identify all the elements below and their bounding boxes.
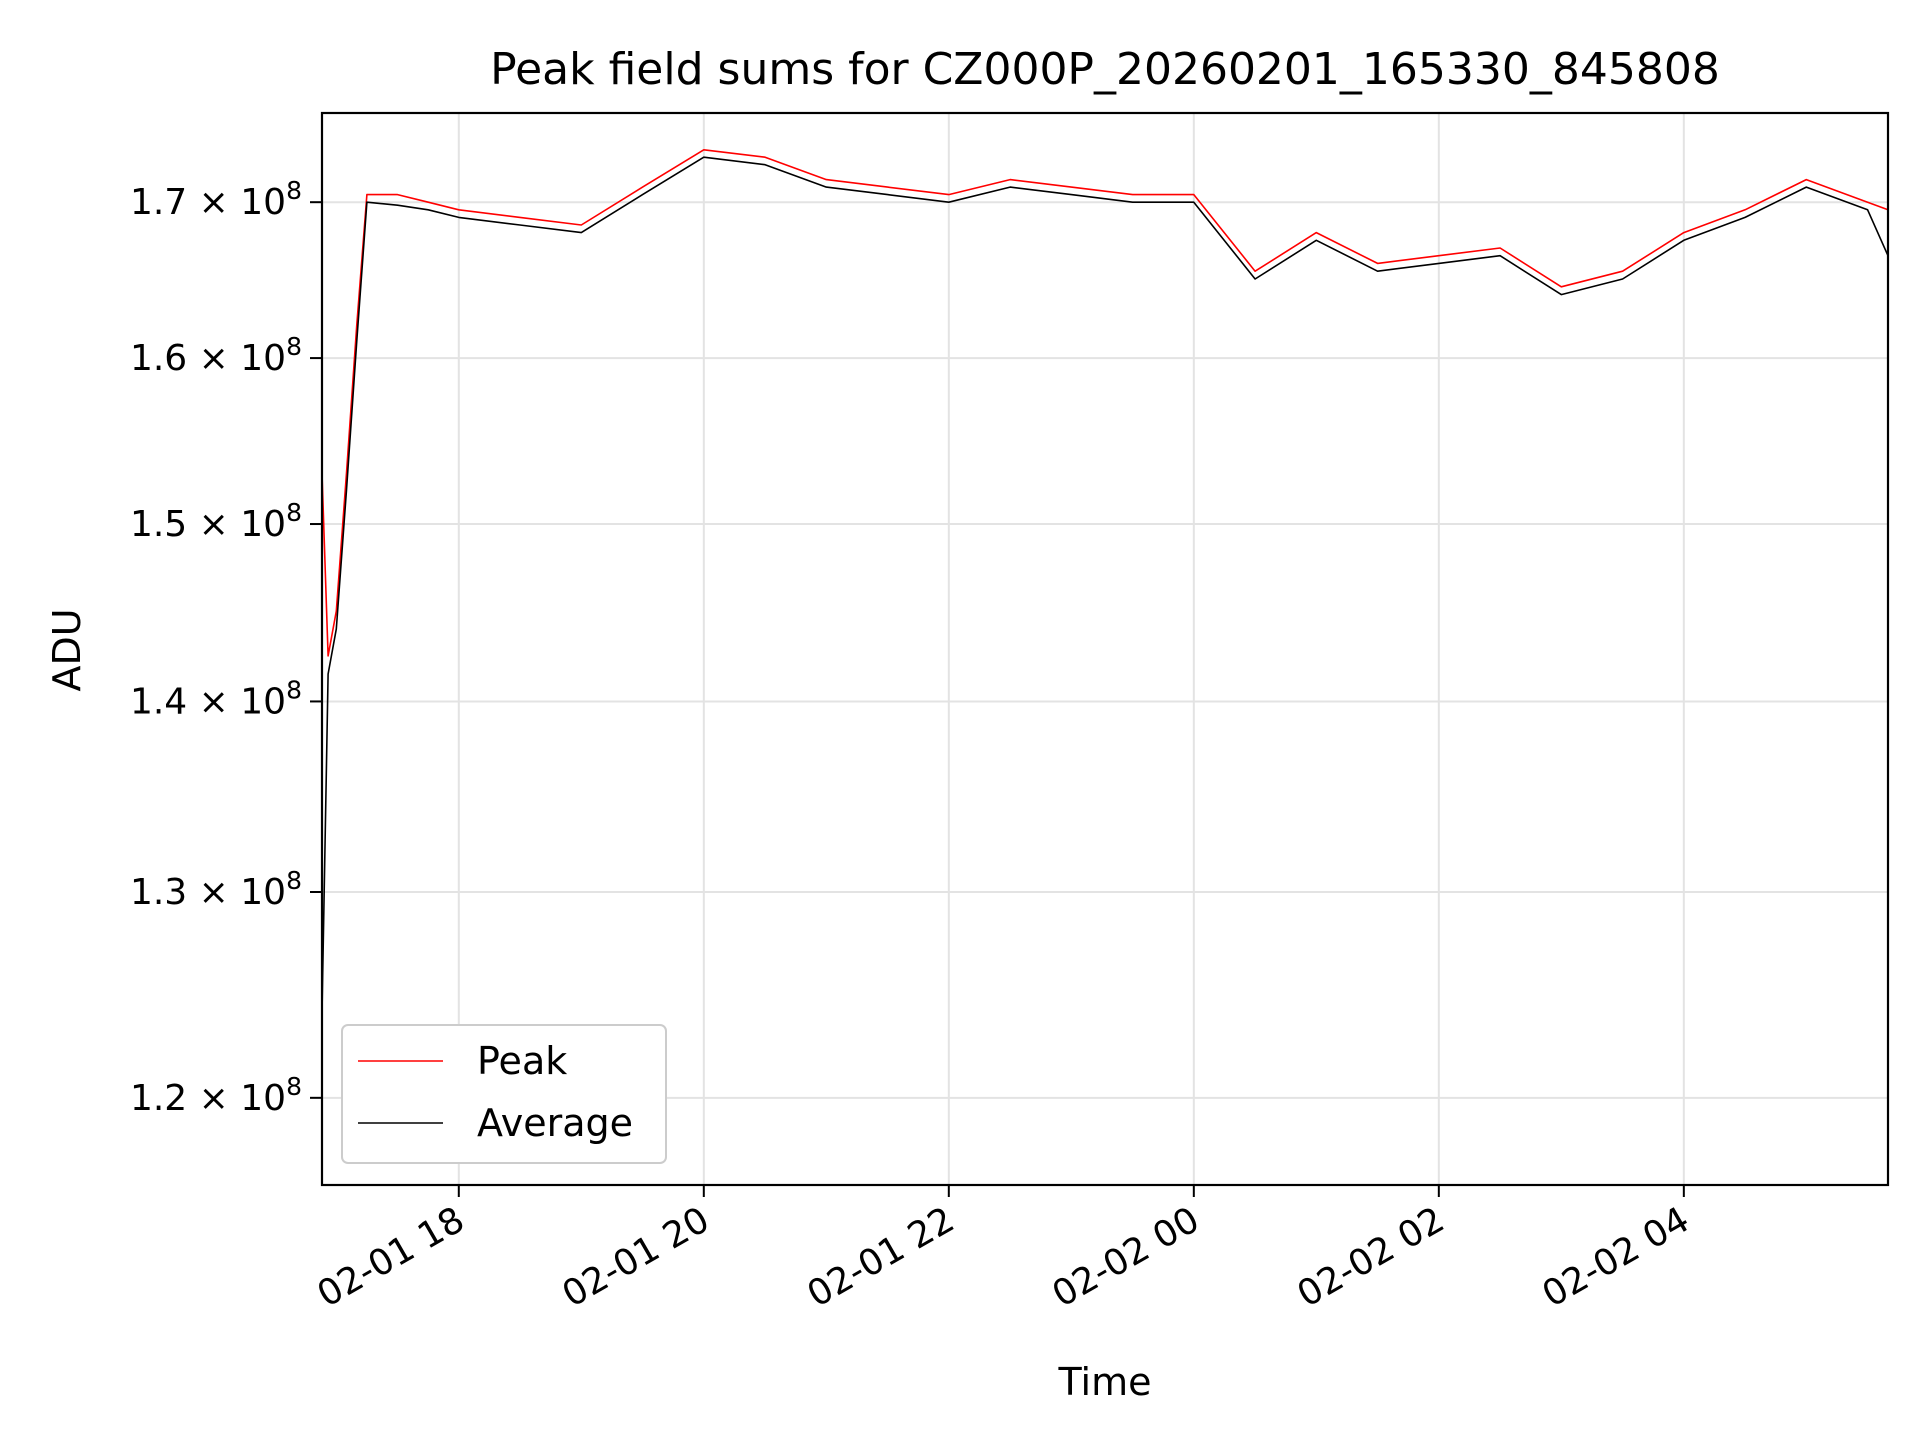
x-axis-label: Time	[1058, 1360, 1152, 1404]
y-tick-label: 1.7 × 108	[130, 176, 302, 223]
chart-title: Peak field sums for CZ000P_20260201_1653…	[490, 44, 1720, 95]
series-line-average	[321, 156, 1889, 1014]
y-tick-mantissa: 1.7	[130, 182, 187, 223]
legend: Peak Average	[341, 1024, 667, 1164]
y-tick-mantissa: 1.3	[130, 872, 187, 913]
y-tick-base: 10	[240, 872, 286, 913]
y-tick-exponent: 8	[286, 866, 302, 895]
y-tick-times: ×	[187, 504, 240, 545]
y-tick-base: 10	[240, 681, 286, 722]
y-axis-label: ADU	[45, 608, 89, 691]
y-tick-mantissa: 1.6	[130, 338, 187, 379]
y-tick-mantissa: 1.4	[130, 681, 187, 722]
plot-frame	[320, 111, 1890, 1187]
y-tick-times: ×	[187, 182, 240, 223]
y-tick-exponent: 8	[286, 1072, 302, 1101]
y-tick-times: ×	[187, 681, 240, 722]
y-tick-times: ×	[187, 338, 240, 379]
y-tick-exponent: 8	[286, 675, 302, 704]
y-tick-times: ×	[187, 872, 240, 913]
y-tick-exponent: 8	[286, 498, 302, 527]
y-tick-base: 10	[240, 1078, 286, 1119]
y-tick-mantissa: 1.5	[130, 504, 187, 545]
legend-peak-label: Peak	[477, 1039, 567, 1083]
y-tick-label: 1.2 × 108	[130, 1072, 302, 1119]
y-tick-base: 10	[240, 338, 286, 379]
y-tick-base: 10	[240, 182, 286, 223]
y-tick-times: ×	[187, 1078, 240, 1119]
y-tick-mantissa: 1.2	[130, 1078, 187, 1119]
gridlines	[322, 113, 1888, 1185]
y-tick-exponent: 8	[286, 176, 302, 205]
y-tick-label: 1.5 × 108	[130, 498, 302, 545]
y-tick-label: 1.6 × 108	[130, 332, 302, 379]
y-tick-label: 1.4 × 108	[130, 675, 302, 722]
series-line-peak	[321, 149, 1889, 657]
series-lines	[321, 149, 1889, 1014]
legend-average-label: Average	[477, 1101, 633, 1145]
legend-box	[341, 1024, 667, 1164]
y-tick-base: 10	[240, 504, 286, 545]
y-tick-exponent: 8	[286, 332, 302, 361]
y-tick-label: 1.3 × 108	[130, 866, 302, 913]
